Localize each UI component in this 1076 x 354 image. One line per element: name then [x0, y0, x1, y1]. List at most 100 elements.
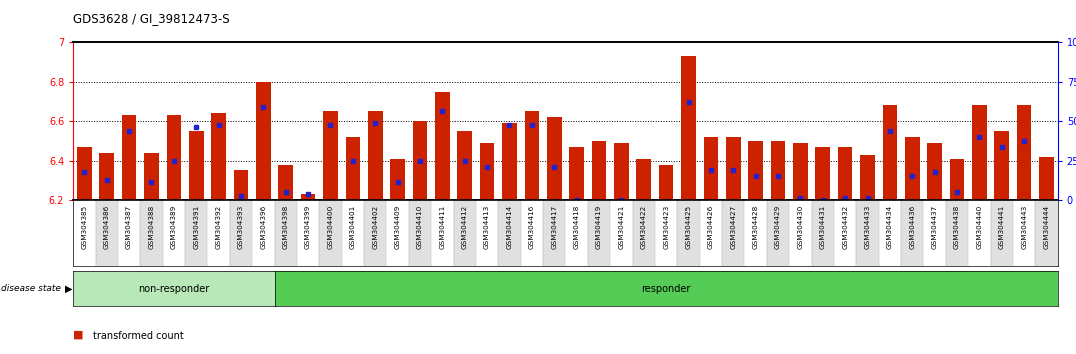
- Text: GSM304427: GSM304427: [731, 205, 736, 250]
- Bar: [659, 165, 674, 200]
- Bar: [767, 200, 789, 266]
- Bar: [856, 200, 879, 266]
- Bar: [950, 159, 964, 200]
- Bar: [413, 121, 427, 200]
- Bar: [297, 200, 320, 266]
- Bar: [364, 200, 386, 266]
- Text: GSM304428: GSM304428: [752, 205, 759, 250]
- Bar: [699, 200, 722, 266]
- Text: GSM304409: GSM304409: [395, 205, 400, 250]
- Bar: [704, 137, 718, 200]
- Text: GSM304392: GSM304392: [215, 205, 222, 250]
- Bar: [144, 153, 159, 200]
- Bar: [681, 56, 696, 200]
- Text: GSM304422: GSM304422: [640, 205, 647, 250]
- Bar: [749, 141, 763, 200]
- Text: GSM304419: GSM304419: [596, 205, 601, 250]
- Text: GSM304418: GSM304418: [574, 205, 580, 250]
- Text: GSM304399: GSM304399: [306, 205, 311, 250]
- Bar: [543, 200, 566, 266]
- Text: GSM304398: GSM304398: [283, 205, 288, 250]
- Text: GSM304388: GSM304388: [148, 205, 155, 250]
- Bar: [454, 200, 476, 266]
- Text: GSM304389: GSM304389: [171, 205, 176, 250]
- Bar: [566, 200, 587, 266]
- Bar: [208, 200, 230, 266]
- Bar: [99, 153, 114, 200]
- Bar: [230, 200, 252, 266]
- Text: GSM304441: GSM304441: [999, 205, 1005, 250]
- Text: GDS3628 / GI_39812473-S: GDS3628 / GI_39812473-S: [73, 12, 230, 25]
- Text: GSM304421: GSM304421: [619, 205, 624, 250]
- Bar: [122, 115, 137, 200]
- Text: ▶: ▶: [65, 284, 72, 293]
- Bar: [879, 200, 901, 266]
- Bar: [946, 200, 968, 266]
- Text: GSM304423: GSM304423: [663, 205, 669, 250]
- Bar: [274, 200, 297, 266]
- Text: GSM304437: GSM304437: [932, 205, 937, 250]
- Bar: [972, 105, 987, 200]
- Text: disease state: disease state: [1, 284, 61, 293]
- Bar: [569, 147, 584, 200]
- Bar: [162, 200, 185, 266]
- Text: GSM304438: GSM304438: [954, 205, 960, 250]
- Text: GSM304431: GSM304431: [820, 205, 825, 250]
- Text: GSM304386: GSM304386: [103, 205, 110, 250]
- Bar: [457, 131, 472, 200]
- Bar: [816, 147, 830, 200]
- Text: GSM304402: GSM304402: [372, 205, 379, 250]
- Bar: [726, 137, 740, 200]
- Bar: [793, 143, 808, 200]
- Bar: [1039, 157, 1053, 200]
- Bar: [655, 200, 677, 266]
- Bar: [409, 200, 431, 266]
- Bar: [342, 200, 364, 266]
- Text: GSM304414: GSM304414: [507, 205, 512, 250]
- Text: GSM304430: GSM304430: [797, 205, 804, 250]
- Text: transformed count: transformed count: [93, 331, 183, 341]
- Bar: [96, 200, 118, 266]
- Bar: [189, 131, 203, 200]
- Bar: [928, 143, 942, 200]
- Bar: [185, 200, 208, 266]
- Text: GSM304385: GSM304385: [82, 205, 87, 250]
- Text: GSM304416: GSM304416: [529, 205, 535, 250]
- Bar: [435, 92, 450, 200]
- Bar: [860, 155, 875, 200]
- Bar: [525, 112, 539, 200]
- Text: ■: ■: [73, 330, 84, 339]
- Bar: [279, 165, 293, 200]
- Bar: [323, 112, 338, 200]
- Text: GSM304412: GSM304412: [462, 205, 468, 250]
- Bar: [633, 200, 655, 266]
- Text: GSM304433: GSM304433: [864, 205, 870, 250]
- Text: GSM304440: GSM304440: [976, 205, 982, 250]
- Text: GSM304443: GSM304443: [1021, 205, 1028, 250]
- Bar: [789, 200, 811, 266]
- Text: GSM304396: GSM304396: [260, 205, 267, 250]
- Bar: [745, 200, 767, 266]
- Bar: [923, 200, 946, 266]
- Bar: [345, 137, 360, 200]
- Text: GSM304411: GSM304411: [439, 205, 445, 250]
- Bar: [391, 159, 405, 200]
- Text: responder: responder: [641, 284, 691, 293]
- Bar: [301, 194, 315, 200]
- Text: GSM304393: GSM304393: [238, 205, 244, 250]
- Bar: [614, 143, 628, 200]
- Bar: [882, 105, 897, 200]
- Text: GSM304413: GSM304413: [484, 205, 491, 250]
- Bar: [610, 200, 633, 266]
- Text: GSM304429: GSM304429: [775, 205, 781, 250]
- Text: GSM304425: GSM304425: [685, 205, 692, 250]
- Bar: [252, 200, 274, 266]
- Bar: [386, 200, 409, 266]
- Text: GSM304426: GSM304426: [708, 205, 713, 250]
- Bar: [592, 141, 606, 200]
- Bar: [770, 141, 785, 200]
- Bar: [994, 131, 1009, 200]
- Bar: [476, 200, 498, 266]
- Bar: [502, 123, 516, 200]
- Bar: [498, 200, 521, 266]
